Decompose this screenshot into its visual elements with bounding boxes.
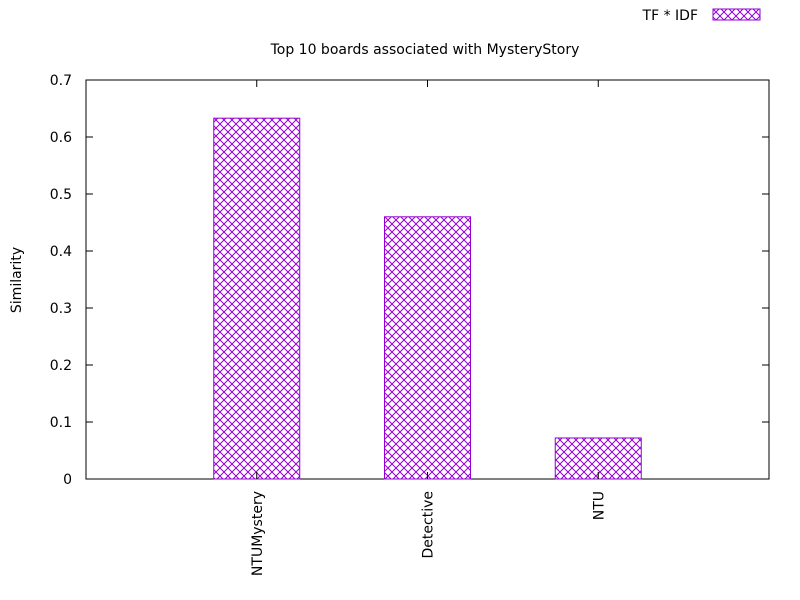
x-tick-label: NTUMystery: [250, 491, 266, 576]
y-axis-ticks: 0 0.1 0.2 0.3 0.4 0.5 0.6 0.7: [50, 73, 769, 488]
x-tick-label: NTU: [591, 491, 607, 520]
bar-detective: [384, 216, 471, 480]
y-tick-label: 0.6: [50, 130, 72, 146]
bars: [213, 117, 642, 480]
legend-label: TF * IDF: [642, 8, 698, 24]
y-tick-label: 0.2: [50, 358, 72, 374]
x-tick-label: Detective: [421, 491, 437, 558]
y-tick-label: 0.3: [50, 301, 72, 317]
y-tick-label: 0.1: [50, 415, 72, 431]
y-tick-label: 0.7: [50, 73, 72, 89]
y-tick-label: 0.5: [50, 187, 72, 203]
x-axis-ticks: NTUMystery Detective NTU: [250, 80, 607, 576]
y-axis-label: Similarity: [9, 247, 25, 313]
y-tick-label: 0: [63, 472, 72, 488]
y-tick-label: 0.4: [50, 244, 72, 260]
legend-swatch: [712, 8, 761, 21]
bar-ntumystery: [213, 117, 301, 480]
chart-title: Top 10 boards associated with MysterySto…: [270, 42, 580, 58]
legend: TF * IDF: [642, 8, 761, 24]
